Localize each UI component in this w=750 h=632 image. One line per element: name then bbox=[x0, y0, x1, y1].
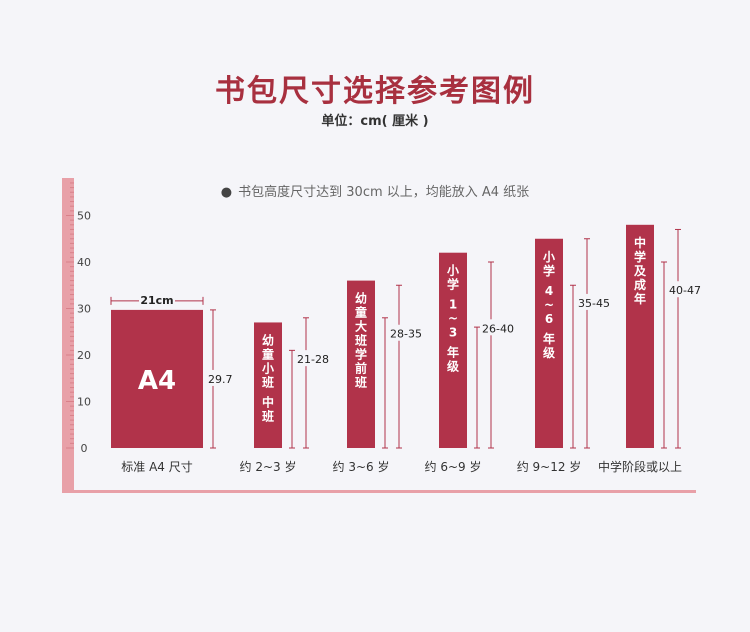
range-label: 35-45 bbox=[578, 297, 610, 310]
bar-inner-label: 小学 1 ~3 年级 bbox=[447, 263, 459, 374]
bar-1 bbox=[254, 322, 282, 448]
bar-inner-label: 幼童大班学前班 bbox=[355, 291, 367, 390]
bullet-icon: ● bbox=[220, 185, 233, 200]
baseline bbox=[62, 490, 696, 493]
bar-3 bbox=[439, 252, 467, 448]
category-label: 约 9~12 岁 bbox=[517, 459, 582, 474]
ruler-strip bbox=[62, 178, 74, 492]
bar-2 bbox=[347, 280, 375, 448]
dim-label-bg bbox=[139, 291, 175, 306]
y-tick-label: 40 bbox=[77, 256, 91, 269]
category-label: 约 2~3 岁 bbox=[240, 459, 297, 474]
y-tick-label: 20 bbox=[77, 349, 91, 362]
bar-0 bbox=[111, 309, 203, 448]
bar-5 bbox=[626, 224, 654, 448]
dim-label-bg bbox=[480, 319, 516, 336]
range-label: 26-40 bbox=[482, 322, 514, 335]
dim-label-bg bbox=[205, 369, 241, 386]
category-label: 约 6~9 岁 bbox=[425, 459, 482, 474]
range-label: 29.7 bbox=[208, 373, 233, 386]
category-label: 中学阶段或以上 bbox=[598, 459, 682, 474]
category-label: 标准 A4 尺寸 bbox=[121, 460, 192, 474]
y-tick-label: 0 bbox=[81, 442, 88, 455]
dim-label-bg bbox=[667, 281, 703, 298]
dim-label-bg bbox=[576, 293, 612, 310]
range-label: 21-28 bbox=[297, 353, 329, 366]
note-line: ● 书包高度尺寸达到 30cm 以上，均能放入 A4 纸张 bbox=[0, 181, 750, 200]
bar-inner-label: 小学 4 ~6 年级 bbox=[543, 249, 555, 360]
note-text: 书包高度尺寸达到 30cm 以上，均能放入 A4 纸张 bbox=[238, 185, 530, 200]
range-label: 40-47 bbox=[669, 284, 701, 297]
dim-label-bg bbox=[388, 324, 424, 341]
y-tick-label: 30 bbox=[77, 303, 91, 316]
page-title: 书包尺寸选择参考图例 bbox=[215, 74, 535, 109]
category-label: 约 3~6 岁 bbox=[333, 459, 390, 474]
bar-inner-label: 幼童小班 中班 bbox=[262, 332, 274, 423]
range-label: 28-35 bbox=[390, 328, 422, 341]
bar-4 bbox=[535, 238, 563, 448]
y-tick-label: 10 bbox=[77, 396, 91, 409]
unit-label: 单位：cm( 厘米 ) bbox=[321, 114, 429, 129]
y-tick-label: 50 bbox=[77, 210, 91, 223]
bar-inner-label: 中学及成年 bbox=[634, 235, 647, 306]
bar-inner-label: A4 bbox=[138, 366, 176, 396]
width-label: 21cm bbox=[140, 294, 173, 307]
dim-label-bg bbox=[295, 350, 331, 367]
